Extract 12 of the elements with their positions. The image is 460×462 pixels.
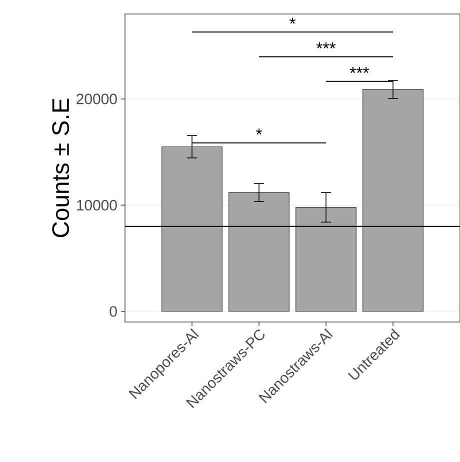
- annotation: ***: [316, 42, 336, 48]
- bar: [296, 206, 356, 312]
- y-tick-label: 10000: [77, 200, 117, 210]
- bar: [362, 89, 424, 312]
- bar: [228, 192, 290, 312]
- annotation: *: [256, 128, 262, 135]
- y-tick-label: 20000: [76, 94, 117, 104]
- y-axis-title: Counts ± S.E: [52, 98, 70, 238]
- bar: [162, 146, 222, 312]
- annotation: ***: [350, 67, 370, 73]
- y-tick-label: 0: [110, 306, 117, 317]
- annotation: *: [289, 18, 296, 24]
